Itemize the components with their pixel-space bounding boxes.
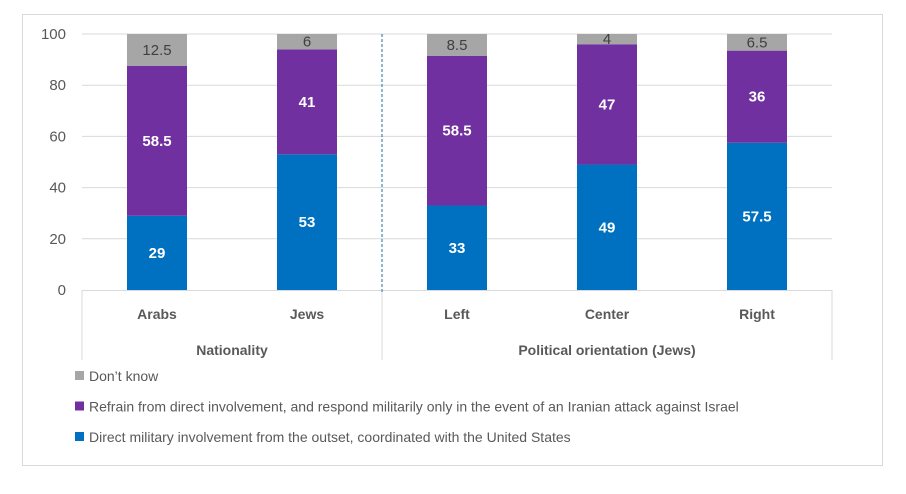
y-tick-label: 60 bbox=[49, 128, 66, 145]
legend-label: Direct military involvement from the out… bbox=[89, 429, 571, 445]
bar-segment bbox=[127, 215, 187, 290]
data-label: 4 bbox=[603, 31, 611, 48]
legend-swatch bbox=[75, 371, 84, 380]
data-label: 6 bbox=[303, 34, 311, 51]
data-label: 6.5 bbox=[747, 34, 768, 51]
data-label: 29 bbox=[149, 245, 166, 262]
y-tick-label: 20 bbox=[49, 231, 66, 248]
bar-segment bbox=[427, 34, 487, 56]
data-label: 8.5 bbox=[447, 37, 468, 54]
bar-segment bbox=[127, 34, 187, 66]
y-tick-label: 100 bbox=[41, 26, 66, 43]
y-tick-label: 80 bbox=[49, 77, 66, 94]
group-label: Nationality bbox=[196, 342, 268, 358]
data-label: 53 bbox=[299, 214, 316, 231]
bar-segment bbox=[577, 164, 637, 290]
data-label: 49 bbox=[599, 219, 616, 236]
legend-label: Refrain from direct involvement, and res… bbox=[89, 399, 739, 415]
data-label: 12.5 bbox=[142, 42, 171, 59]
x-category-label: Left bbox=[444, 306, 470, 322]
bar-segment bbox=[277, 49, 337, 155]
legend-swatch bbox=[75, 401, 84, 411]
bar-segment bbox=[577, 34, 637, 45]
bar-segment bbox=[577, 44, 637, 165]
y-tick-label: 40 bbox=[49, 180, 66, 197]
group-label: Political orientation (Jews) bbox=[518, 342, 695, 358]
x-category-label: Right bbox=[739, 306, 775, 322]
x-category-label: Jews bbox=[290, 306, 324, 322]
bar-segment bbox=[427, 205, 487, 290]
x-category-label: Arabs bbox=[137, 306, 177, 322]
y-tick-label: 0 bbox=[58, 282, 66, 299]
data-label: 36 bbox=[749, 89, 766, 106]
legend-swatch bbox=[75, 432, 84, 441]
data-label: 58.5 bbox=[142, 133, 171, 150]
x-category-label: Center bbox=[585, 306, 630, 322]
data-label: 41 bbox=[299, 94, 316, 111]
bar-segment bbox=[727, 34, 787, 51]
bar-segment bbox=[727, 50, 787, 143]
bar-segment bbox=[277, 154, 337, 290]
data-label: 57.5 bbox=[742, 208, 771, 225]
legend-label: Don’t know bbox=[89, 368, 159, 384]
bar-segment bbox=[427, 55, 487, 206]
bar-segment bbox=[727, 142, 787, 290]
data-label: 33 bbox=[449, 240, 466, 257]
bar-segment bbox=[277, 34, 337, 50]
data-label: 47 bbox=[599, 96, 616, 113]
bar-segment bbox=[127, 66, 187, 216]
data-label: 58.5 bbox=[442, 123, 471, 140]
